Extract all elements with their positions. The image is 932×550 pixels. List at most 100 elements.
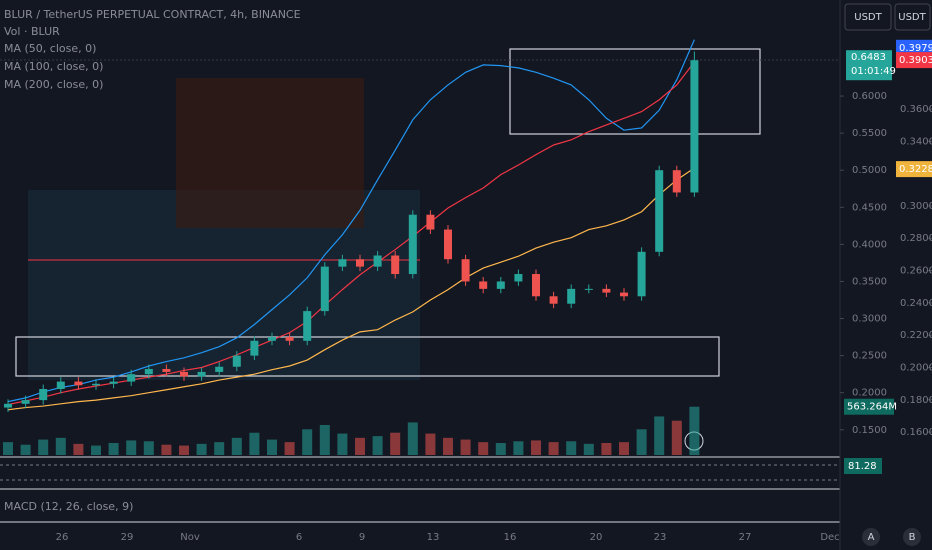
price-tag-label: 0.3903 bbox=[899, 55, 932, 66]
volume-bar bbox=[143, 441, 154, 455]
ma-line bbox=[7, 61, 695, 406]
volume-bar bbox=[425, 433, 436, 455]
volume-bar bbox=[654, 416, 665, 455]
candle-body bbox=[514, 274, 523, 282]
candle-body bbox=[655, 170, 664, 252]
currency-button[interactable] bbox=[894, 3, 931, 31]
candle-body bbox=[479, 281, 488, 289]
volume-tag-label: 563.264M bbox=[847, 402, 897, 413]
volume-bar bbox=[196, 443, 207, 455]
y2-tick-label: 0.3400 bbox=[900, 136, 932, 147]
volume-bar bbox=[566, 441, 577, 455]
candle-body bbox=[232, 355, 241, 367]
volume-bar bbox=[91, 445, 101, 455]
y2-tick-label: 0.3600 bbox=[900, 104, 932, 115]
rsi-tag bbox=[844, 458, 882, 474]
candle-body bbox=[620, 292, 628, 297]
ma-line bbox=[7, 39, 695, 403]
y-tick-label: 0.4000 bbox=[852, 239, 887, 250]
currency-button-label[interactable]: USDT bbox=[898, 12, 926, 23]
y2-tick-label: 0.2800 bbox=[900, 233, 932, 244]
candle-body bbox=[92, 383, 100, 386]
candle-body bbox=[180, 371, 188, 377]
currency-button-label[interactable]: USDT bbox=[854, 12, 882, 23]
candle-body bbox=[391, 255, 400, 275]
candle-body bbox=[197, 371, 206, 377]
price-tag bbox=[896, 161, 932, 178]
price-tag-label: 0.3228 bbox=[899, 164, 932, 175]
volume-bar bbox=[214, 442, 225, 455]
scale-button[interactable] bbox=[903, 528, 921, 546]
volume-bar bbox=[689, 406, 700, 455]
macd-title: MACD (12, 26, close, 9) bbox=[4, 500, 133, 513]
currency-button[interactable] bbox=[844, 3, 892, 31]
candle-body bbox=[250, 340, 259, 356]
volume-bar bbox=[671, 420, 682, 455]
volume-bar bbox=[55, 437, 66, 455]
volume-bar bbox=[407, 422, 418, 455]
volume-bar bbox=[284, 442, 295, 455]
volume-bar bbox=[513, 441, 524, 455]
volume-bar bbox=[583, 443, 594, 455]
y-tick-label: 0.6000 bbox=[852, 91, 887, 102]
volume-bar bbox=[355, 437, 365, 455]
volume-bar bbox=[531, 440, 541, 455]
volume-bar bbox=[126, 440, 137, 455]
candle-body bbox=[549, 296, 558, 304]
x-tick-label: Nov bbox=[180, 532, 200, 543]
y2-tick-label: 0.1600 bbox=[900, 427, 932, 438]
candle-body bbox=[215, 366, 224, 372]
volume-title: Vol · BLUR bbox=[4, 25, 60, 38]
candle-body bbox=[109, 381, 118, 384]
volume-bar bbox=[390, 432, 401, 455]
y-tick-label: 0.2000 bbox=[852, 388, 887, 399]
candle-body bbox=[672, 170, 681, 193]
candle-body bbox=[373, 255, 382, 267]
volume-bar bbox=[548, 442, 559, 455]
ma-title: MA (100, close, 0) bbox=[4, 60, 103, 73]
candle-body bbox=[74, 381, 83, 386]
y-tick-label: 0.3500 bbox=[852, 276, 887, 287]
logo-overlay bbox=[176, 78, 364, 228]
x-tick-label: 9 bbox=[359, 532, 365, 543]
y-tick-label: 0.2500 bbox=[852, 351, 887, 362]
rsi-label: 81.28 bbox=[848, 461, 877, 472]
candle-body bbox=[444, 229, 452, 260]
x-tick-label: 16 bbox=[504, 532, 517, 543]
ma-title: MA (50, close, 0) bbox=[4, 42, 96, 55]
scale-button-label[interactable]: A bbox=[868, 532, 875, 543]
support-box bbox=[15, 336, 720, 377]
y-tick-label: 0.5500 bbox=[852, 128, 887, 139]
candle-body bbox=[496, 281, 505, 289]
last-price-label: 0.6483 bbox=[851, 52, 886, 63]
candle-body bbox=[303, 311, 312, 341]
candle-body bbox=[144, 368, 153, 375]
candle-body bbox=[532, 274, 540, 297]
candle-body bbox=[320, 266, 329, 312]
candle-body bbox=[356, 259, 364, 267]
y-tick-label: 0.4500 bbox=[852, 202, 887, 213]
candle-body bbox=[426, 214, 435, 230]
volume-tag bbox=[844, 398, 894, 415]
x-tick-label: 29 bbox=[121, 532, 134, 543]
candle-body bbox=[21, 400, 30, 404]
volume-bar bbox=[73, 443, 84, 455]
y2-tick-label: 0.2000 bbox=[900, 362, 932, 373]
volume-bar bbox=[478, 442, 489, 455]
volume-bar bbox=[443, 437, 453, 455]
x-tick-label: 23 bbox=[654, 532, 667, 543]
candle-body bbox=[690, 60, 699, 193]
scale-button[interactable] bbox=[862, 528, 880, 546]
volume-bar bbox=[319, 425, 330, 455]
price-tag-label: 0.3979 bbox=[899, 43, 932, 54]
candle-body bbox=[162, 368, 171, 372]
volume-bar bbox=[601, 443, 612, 455]
candle-body bbox=[127, 374, 136, 382]
last-price-tag bbox=[846, 50, 892, 81]
y-tick-label: 0.1500 bbox=[852, 425, 887, 436]
x-tick-label: 20 bbox=[590, 532, 603, 543]
candle-body bbox=[567, 288, 576, 304]
candle-body bbox=[408, 214, 417, 275]
candle-body bbox=[4, 403, 12, 408]
scale-button-label[interactable]: B bbox=[909, 532, 916, 543]
